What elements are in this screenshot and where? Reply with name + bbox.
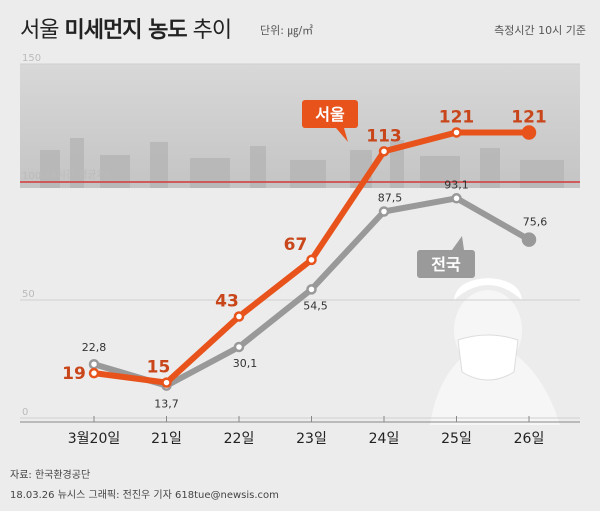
data-point [88, 367, 100, 379]
data-label: 19 [62, 364, 86, 384]
y-tick-label: 150 [22, 53, 41, 64]
data-label: 43 [215, 292, 239, 312]
data-point [233, 311, 245, 322]
data-label: 93,1 [444, 178, 469, 191]
x-axis: 3월20일 21일 22일 23일 24일 25일 26일 [20, 416, 580, 447]
x-tick-label: 26일 [514, 431, 545, 447]
source-note: 자료: 한국환경공단 [10, 470, 91, 481]
legend-national-box [417, 250, 475, 278]
y-tick-label: 50 [22, 289, 35, 300]
data-point [161, 377, 172, 388]
data-label: 22,8 [82, 341, 107, 354]
x-tick-label: 25일 [441, 431, 472, 447]
legend-seoul-label: 서울 [315, 105, 345, 124]
x-tick-label: 23일 [296, 431, 327, 447]
x-tick-label: 24일 [369, 431, 400, 447]
data-label: 67 [284, 235, 308, 255]
credit-note: 18.03.26 뉴시스 그래픽: 전진우 기자 618tue@newsis.c… [10, 490, 279, 501]
y-axis-ticks: 0 50 100 150 [22, 53, 41, 418]
data-point [88, 358, 100, 370]
legend-national: 전국 [417, 236, 475, 278]
data-label: 113 [366, 126, 402, 146]
series-seoul: 19 15 43 67 113 121 121 [62, 107, 547, 388]
legend-national-label: 전국 [431, 255, 461, 274]
y-tick-label: 100 [22, 171, 41, 182]
threshold-line: (24시간 평균치) [20, 169, 580, 183]
chart-title: 서울 미세먼지 농도 추이 [20, 12, 232, 44]
x-tick-label: 21일 [151, 431, 182, 447]
legend-seoul-box [302, 100, 358, 128]
threshold-label: (24시간 평균치) [40, 169, 110, 181]
title-bold: 미세먼지 농도 [64, 18, 187, 43]
data-label: 54,5 [303, 299, 328, 312]
legend-seoul: 서울 [302, 100, 358, 142]
data-label: 30,1 [233, 357, 258, 370]
data-point [521, 125, 537, 140]
title-prefix: 서울 [20, 18, 59, 43]
city-skyline [40, 138, 564, 188]
data-point [306, 254, 317, 266]
legend-national-pointer [452, 236, 464, 250]
data-label: 15 [147, 358, 171, 378]
data-point [233, 341, 245, 353]
measurement-note: 측정시간 10시 기준 [494, 24, 586, 37]
x-tick-label: 3월20일 [68, 431, 120, 447]
data-label: 13,7 [154, 398, 179, 411]
data-point [521, 232, 537, 247]
data-label: 87,5 [378, 192, 403, 205]
data-point [451, 193, 462, 204]
data-point [378, 146, 390, 157]
data-point [451, 127, 462, 138]
person-mask-illustration [430, 278, 560, 425]
data-label: 75,6 [523, 216, 548, 229]
data-point [306, 284, 317, 295]
data-label: 121 [439, 107, 475, 127]
unit-label: 단위: ㎍/㎥ [260, 24, 314, 37]
title-suffix: 추이 [192, 18, 232, 43]
x-tick-label: 22일 [224, 431, 255, 447]
data-label: 121 [511, 107, 547, 127]
legend-seoul-pointer [336, 128, 348, 142]
y-tick-label: 0 [22, 407, 28, 418]
data-point [378, 206, 390, 217]
